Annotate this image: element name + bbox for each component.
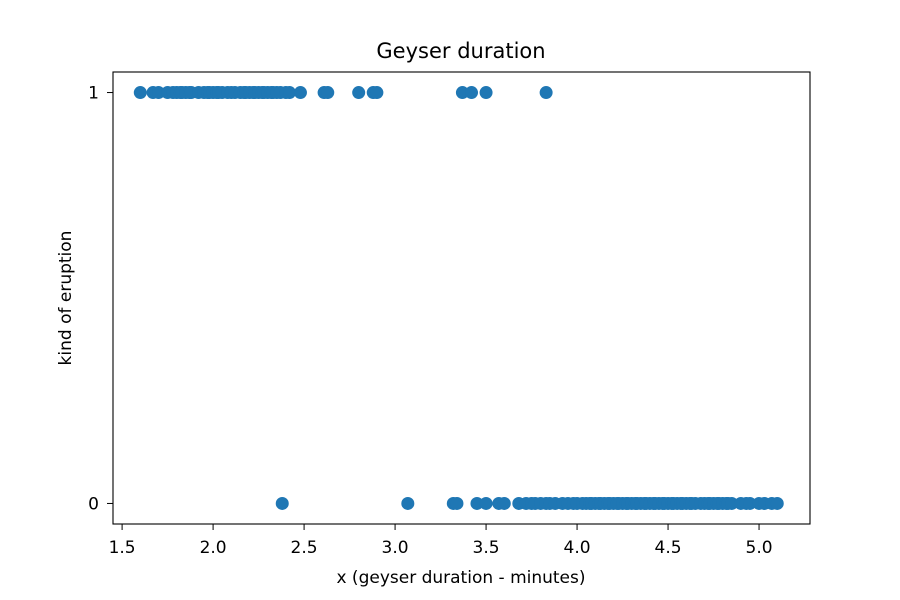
plot-frame [112, 71, 811, 525]
scatter-point [275, 496, 289, 510]
y-tick-label: 1 [88, 84, 99, 104]
x-tick-label: 5.0 [746, 538, 773, 558]
scatter-point [321, 86, 335, 100]
scatter-point [283, 86, 297, 100]
chart-title: Geyser duration [376, 39, 545, 63]
x-tick-label: 2.0 [200, 538, 227, 558]
x-axis-ticks: 1.5 2.0 2.5 3.0 3.5 4.0 4.5 5.0 [109, 524, 773, 558]
x-tick-label: 3.0 [382, 538, 409, 558]
data-points [133, 86, 784, 510]
scatter-point [470, 496, 484, 510]
x-tick-label: 2.5 [291, 538, 318, 558]
scatter-point [151, 86, 165, 100]
scatter-point [455, 86, 469, 100]
y-tick-label: 0 [88, 494, 99, 514]
scatter-point [479, 86, 493, 100]
x-tick-label: 4.0 [564, 538, 591, 558]
y-axis-ticks: 01 [88, 84, 113, 514]
scatter-point [539, 86, 553, 100]
x-tick-label: 3.5 [473, 538, 500, 558]
scatter-point [370, 86, 384, 100]
scatter-point [133, 86, 147, 100]
scatter-point [401, 496, 415, 510]
x-axis-label: x (geyser duration - minutes) [336, 568, 585, 588]
scatter-point [479, 496, 493, 510]
scatter-point [770, 496, 784, 510]
x-tick-label: 1.5 [109, 538, 136, 558]
scatter-point [743, 496, 757, 510]
scatter-point [725, 496, 739, 510]
scatter-point [450, 496, 464, 510]
x-tick-label: 4.5 [655, 538, 682, 558]
scatter-point [465, 86, 479, 100]
scatter-point [293, 86, 307, 100]
y-axis-label: kind of eruption [56, 231, 76, 366]
scatter-point [497, 496, 511, 510]
scatter-point [352, 86, 366, 100]
